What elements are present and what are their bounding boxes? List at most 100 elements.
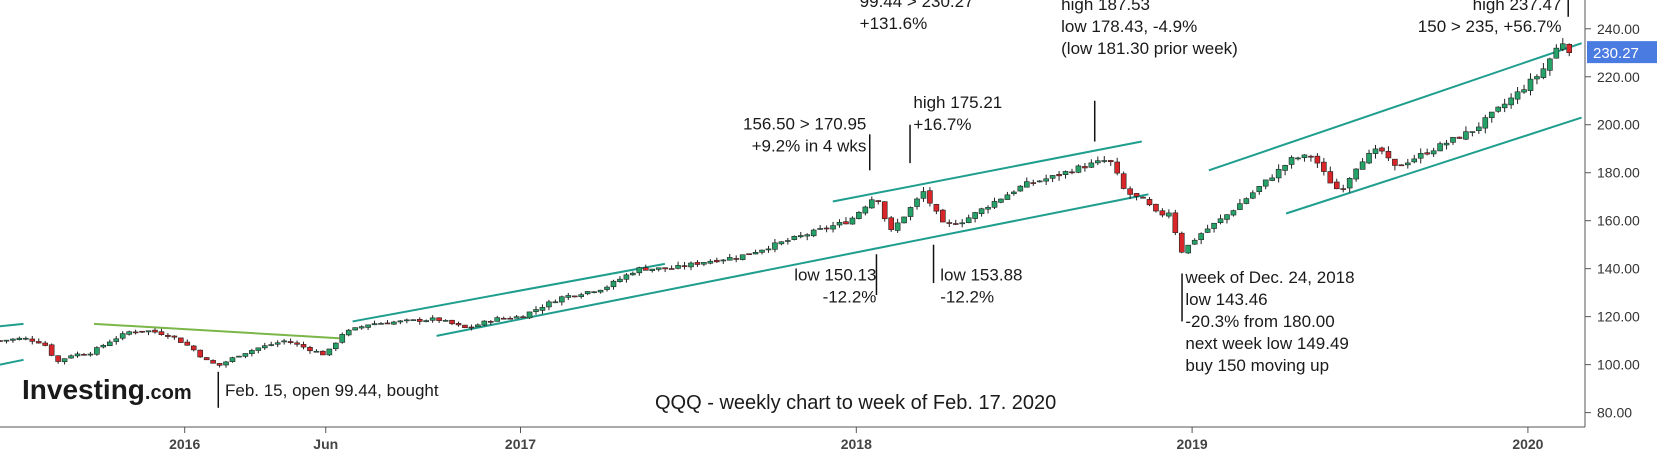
candle-up [894, 222, 901, 231]
candle-up [688, 262, 694, 268]
candle-up [397, 320, 404, 323]
candle-up [1191, 239, 1198, 245]
candle-up [481, 320, 488, 326]
channel-trendline [1285, 116, 1582, 215]
candle-up [423, 320, 430, 323]
candle-down [1398, 164, 1405, 167]
candle-up [778, 241, 785, 245]
candle-down [462, 324, 468, 329]
price-tick-label: 180.00 [1597, 165, 1640, 181]
candle-down [875, 200, 882, 202]
candle-up [1250, 192, 1256, 199]
candle-down [1120, 173, 1127, 189]
candle-down [1340, 188, 1347, 190]
candle-up [358, 326, 365, 329]
annotation-text: high 175.21 [913, 93, 1002, 112]
candle-up [720, 259, 727, 262]
candle-up [345, 329, 352, 336]
annotation-text: low 153.88 [940, 266, 1022, 285]
candle-down [81, 354, 87, 356]
candle-up [513, 316, 520, 319]
time-tick-label: 2019 [1177, 436, 1208, 452]
candle-up [1224, 214, 1230, 220]
candle-down [1308, 155, 1314, 158]
candle-up [249, 350, 255, 354]
candle-down [203, 357, 210, 361]
candle-up [1430, 150, 1437, 155]
candle-down [746, 253, 752, 256]
annotation-text: low 143.46 [1185, 290, 1267, 309]
candle-up [617, 278, 623, 282]
candle-up [326, 348, 333, 356]
candle-up [565, 295, 572, 298]
candle-up [100, 344, 107, 348]
candle-up [1095, 160, 1101, 164]
candle-down [1114, 161, 1120, 174]
candle-up [610, 280, 617, 288]
candle-down [733, 258, 739, 260]
candle-up [1514, 91, 1521, 100]
candle-up [1062, 171, 1069, 176]
candle-down [307, 346, 313, 352]
candle-up [765, 248, 772, 251]
candle-up [94, 347, 100, 355]
candle-up [985, 207, 991, 210]
annotation-text: +9.2% in 4 wks [752, 137, 867, 156]
candle-down [507, 317, 513, 320]
candle-up [1508, 97, 1514, 106]
candle-up [365, 324, 371, 328]
candle-up [1075, 165, 1082, 173]
candle-up [791, 236, 798, 240]
candle-up [1521, 89, 1527, 93]
candle-up [74, 353, 81, 357]
candle-up [223, 361, 229, 366]
candle-up [785, 240, 791, 242]
candle-up [1359, 161, 1366, 170]
annotation-text: 150 > 235, +56.7% [1418, 17, 1562, 36]
candle-down [668, 268, 675, 270]
annotation-text: (low 181.30 prior week) [1061, 39, 1238, 58]
candle-down [197, 349, 203, 358]
candle-down [1127, 188, 1133, 195]
candle-up [494, 317, 501, 322]
price-tick-label: 120.00 [1597, 309, 1640, 325]
candle-down [1566, 44, 1573, 54]
candle-down [42, 342, 49, 346]
candle-down [843, 221, 849, 225]
downtrend-line [93, 322, 340, 340]
candle-down [1056, 174, 1062, 177]
candle-up [1495, 106, 1502, 112]
candle-down [449, 319, 455, 325]
candle-up [68, 355, 74, 359]
candle-down [158, 331, 165, 336]
investing-logo: Investing.com [22, 374, 192, 405]
candle-down [139, 330, 145, 333]
candle-up [119, 333, 126, 339]
candle-up [1346, 178, 1353, 189]
candle-up [752, 252, 759, 255]
candle-down [384, 322, 391, 325]
price-tick-label: 140.00 [1597, 261, 1640, 277]
candle-up [1043, 178, 1049, 182]
candle-up [978, 208, 985, 214]
candle-down [1069, 171, 1075, 174]
candle-up [1404, 162, 1411, 166]
candle-up [630, 272, 636, 276]
candle-up [16, 337, 23, 341]
candle-down [888, 217, 894, 230]
candle-down [500, 317, 507, 320]
candle-down [1030, 182, 1037, 184]
candle-down [1153, 203, 1159, 212]
candle-up [1275, 168, 1282, 179]
candle-up [429, 317, 436, 321]
price-tick-label: 80.00 [1597, 405, 1632, 421]
candle-up [61, 358, 68, 363]
annotation-text: 156.50 > 170.95 [743, 115, 866, 134]
candle-up [597, 289, 604, 293]
candle-down [35, 341, 42, 344]
candle-up [281, 340, 287, 343]
candle-up [604, 286, 610, 290]
candle-down [823, 227, 830, 230]
candle-up [442, 320, 449, 322]
candle-up [591, 291, 597, 294]
